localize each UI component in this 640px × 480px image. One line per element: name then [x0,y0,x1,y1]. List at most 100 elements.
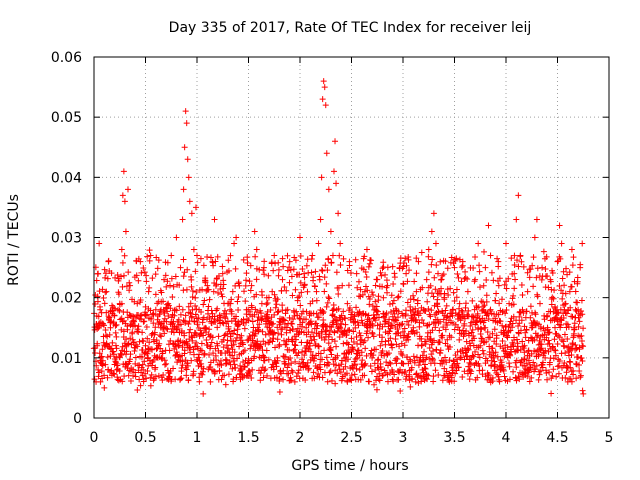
data-point [434,303,441,310]
data-point [156,332,163,339]
data-point [196,378,203,385]
data-point [192,311,199,318]
data-point [346,327,353,334]
data-point [228,296,235,303]
data-point [270,267,277,274]
data-point [383,277,390,284]
data-point [513,317,520,324]
data-point [506,360,513,367]
data-point [265,356,272,363]
data-point [351,361,358,368]
data-point [515,323,522,330]
data-point [373,386,380,393]
data-point [190,368,197,375]
data-point [132,360,139,367]
data-point [229,352,236,359]
data-point [418,316,425,323]
data-point [459,262,466,269]
data-point [456,256,463,263]
data-point [294,325,301,332]
data-point [485,222,492,229]
data-point [245,317,252,324]
data-point [346,348,353,355]
data-point [94,340,101,347]
x-tick-label: 4 [502,430,511,446]
data-point [404,334,411,341]
data-point [527,334,534,341]
data-point [186,198,193,205]
data-point [127,356,133,363]
data-point [283,324,290,331]
data-point [279,276,286,283]
data-point [159,356,166,363]
data-point [206,314,213,321]
data-point [249,366,256,373]
data-point [346,262,353,269]
data-point [465,307,472,314]
data-point [309,252,316,259]
data-point [94,298,101,305]
data-point [259,292,266,299]
data-point [468,329,475,336]
data-point [245,355,252,362]
data-point [356,366,363,373]
data-point [265,272,272,279]
data-point [531,234,538,241]
data-point [298,339,305,346]
data-point [423,354,430,361]
data-point [369,354,376,361]
data-point [163,318,170,325]
data-point [372,282,379,289]
data-point [561,301,568,308]
data-point [490,277,497,284]
data-point [263,301,270,308]
data-point [406,267,413,274]
data-point [415,258,422,265]
data-point [324,299,331,306]
data-point [199,286,206,293]
data-point [423,338,430,345]
data-point [238,332,245,339]
data-point [538,276,545,283]
data-point [503,285,510,292]
data-point [94,270,101,277]
data-point [189,337,196,344]
data-point [505,275,512,282]
data-point [373,303,380,310]
data-point [351,371,358,378]
data-point [282,341,289,348]
data-point [275,259,282,266]
x-tick-label: 1.5 [237,430,259,446]
data-point [260,264,267,271]
data-point [363,246,370,253]
data-point [357,376,364,383]
data-point [284,364,291,371]
data-point [280,337,287,344]
data-point [469,297,476,304]
data-point [563,369,570,376]
data-point [532,366,539,373]
data-point [208,339,215,346]
data-point [145,288,152,295]
data-point [342,363,349,370]
data-point [230,341,237,348]
data-point [151,329,158,336]
data-point [568,378,575,385]
data-point [578,308,585,315]
data-point [378,272,385,279]
data-point [280,316,287,323]
data-point [436,327,443,334]
data-point [351,358,358,365]
data-point [470,353,477,360]
data-point [106,331,113,338]
data-point [429,348,436,355]
data-point [325,186,332,193]
data-point [102,270,109,277]
data-point [173,349,180,356]
data-point [450,358,457,365]
data-point [286,258,293,265]
data-point [390,281,397,288]
data-point [363,352,370,359]
data-point [511,261,518,268]
data-point [442,354,449,361]
